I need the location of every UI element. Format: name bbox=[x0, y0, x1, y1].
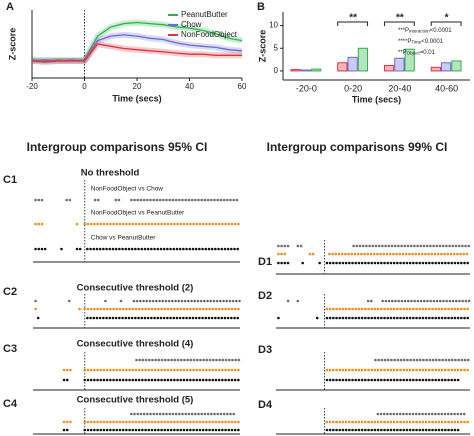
y-tick-label: 10 bbox=[269, 21, 278, 30]
x-tick-label: 20-40 bbox=[388, 83, 411, 93]
panel-label: D2 bbox=[258, 290, 272, 302]
panel-label: D4 bbox=[258, 399, 273, 411]
stat-annotation: ***Pinteraction<0.0001 bbox=[398, 28, 452, 34]
bar bbox=[300, 69, 312, 72]
significance-label: * bbox=[445, 13, 449, 24]
bar bbox=[440, 62, 452, 72]
x-tick-label: 60 bbox=[238, 82, 247, 91]
stat-suffix: =0.01 bbox=[420, 50, 436, 56]
panel-label: C2 bbox=[3, 286, 17, 298]
panel-label: C3 bbox=[3, 343, 17, 355]
panel-title: Consecutive threshold (5) bbox=[77, 395, 194, 406]
stat-suffix: <0.0001 bbox=[430, 28, 453, 34]
stat-annotation: ****PTime<0.0001 bbox=[398, 39, 444, 45]
bar bbox=[357, 47, 369, 72]
legend-label: NonFoodObject bbox=[181, 30, 238, 39]
bar bbox=[430, 66, 441, 72]
legend-label: Chow bbox=[181, 20, 202, 29]
x-tick-label: 40-60 bbox=[435, 83, 458, 93]
x-tick-label: 20 bbox=[133, 82, 142, 91]
significance-bracket bbox=[337, 21, 369, 26]
x-axis-label: Time (secs) bbox=[112, 93, 161, 103]
y-axis-label: Z-score bbox=[257, 30, 267, 63]
row-label: Chow vs PeanutButter bbox=[91, 235, 157, 242]
series-line bbox=[31, 34, 243, 62]
significance-bracket bbox=[430, 21, 462, 26]
row-label: NonFoodObject vs Chow bbox=[91, 186, 164, 193]
y-tick-label: 0 bbox=[274, 66, 279, 75]
panel-label: D1 bbox=[258, 256, 272, 268]
significance-label: ** bbox=[396, 13, 404, 24]
x-tick-label: 0-20 bbox=[344, 83, 362, 93]
panel-title: No threshold bbox=[81, 168, 140, 179]
legend-label: PeanutButter bbox=[181, 10, 228, 19]
bar bbox=[347, 56, 358, 72]
section-heading: Intergroup comparisons 95% CI bbox=[27, 140, 208, 154]
stat-subscript: Object bbox=[407, 51, 421, 56]
bar bbox=[290, 69, 301, 72]
panel-title: Consecutive threshold (2) bbox=[77, 283, 194, 294]
y-tick-label: 5 bbox=[274, 43, 279, 52]
bar bbox=[404, 48, 415, 72]
panel-label: B bbox=[257, 1, 265, 13]
bar bbox=[383, 64, 395, 72]
bar bbox=[337, 62, 348, 72]
panel-title: Consecutive threshold (4) bbox=[77, 339, 194, 350]
series-line bbox=[31, 43, 242, 63]
x-tick-label: -20 bbox=[26, 82, 38, 91]
x-axis-label: Time (secs) bbox=[352, 94, 401, 104]
panel-label: A bbox=[6, 1, 14, 13]
panel-label: C4 bbox=[3, 398, 18, 410]
bar bbox=[451, 60, 462, 72]
stat-annotation: **PObject=0.01 bbox=[398, 50, 436, 56]
stat-prefix: **P bbox=[398, 50, 407, 56]
stat-subscript: interaction bbox=[409, 29, 430, 34]
y-axis-label: Z-score bbox=[7, 28, 17, 61]
section-heading: Intergroup comparisons 99% CI bbox=[267, 140, 448, 154]
x-tick-label: 0 bbox=[82, 82, 87, 91]
stat-subscript: Time bbox=[411, 40, 421, 45]
x-tick-label: -20-0 bbox=[296, 83, 317, 93]
x-tick-label: 40 bbox=[185, 82, 194, 91]
bar bbox=[311, 68, 322, 72]
panel-label: D3 bbox=[258, 344, 272, 356]
stat-prefix: ****P bbox=[398, 39, 411, 45]
significance-label: ** bbox=[349, 13, 357, 24]
bar bbox=[394, 57, 405, 72]
significance-bracket bbox=[383, 21, 415, 26]
panel-label: C1 bbox=[3, 174, 17, 186]
stat-suffix: <0.0001 bbox=[421, 39, 444, 45]
stat-prefix: ***P bbox=[398, 28, 409, 34]
row-label: NonFoodObject vs PeanutButter bbox=[91, 210, 185, 217]
